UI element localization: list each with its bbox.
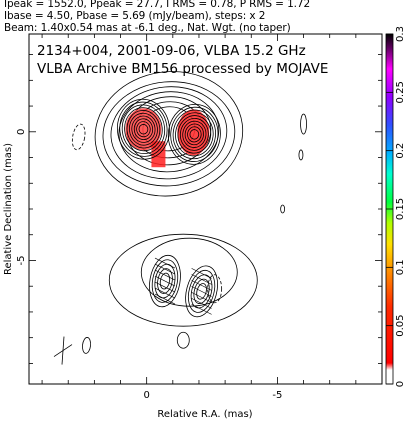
- peak-contour: [126, 110, 161, 149]
- x-tick-label: -5: [272, 390, 282, 401]
- colorbar-tick-label: 0.1: [395, 259, 406, 275]
- peak-contour: [189, 129, 200, 140]
- peak-contour: [119, 101, 168, 157]
- jet-contour: [159, 272, 171, 290]
- polarization-vector: [154, 293, 176, 305]
- jet-contour: [190, 274, 213, 309]
- peak-contour: [175, 112, 214, 157]
- polarization-vector: [191, 268, 212, 279]
- header-line-1: Ipeak = 1552.0, Ppeak = 27.7, I RMS = 0.…: [4, 0, 311, 10]
- axis-ticks: 0 -5 0 -5: [16, 34, 383, 401]
- plot-frame: [28, 33, 383, 385]
- header-line-2: Ibase = 4.50, Pbase = 5.69 (mJy/beam), s…: [4, 10, 266, 22]
- outer-contour-south: [108, 233, 258, 327]
- jet-contour: [149, 254, 181, 308]
- colorbar-tick-label: 0.05: [395, 315, 406, 337]
- colorbar-tick-label: 0.3: [395, 26, 406, 42]
- beam-cross: [61, 336, 65, 365]
- negative-contour: [207, 274, 223, 304]
- header-line-3: Beam: 1.40x0.54 mas at -6.1 deg., Nat. W…: [4, 22, 291, 34]
- polarization-vector: [154, 287, 176, 299]
- x-tick-label: 0: [143, 390, 149, 401]
- peak-contour: [136, 121, 151, 138]
- peak-contour: [170, 106, 219, 162]
- polarization-vector: [154, 263, 176, 275]
- peak-contour: [167, 104, 221, 165]
- contour-islet: [298, 149, 304, 161]
- polarization-vector: [191, 292, 212, 303]
- emission-blob-east: [125, 108, 162, 151]
- polarization-vector: [154, 269, 176, 281]
- peak-contour: [177, 115, 212, 154]
- contour-islet: [280, 204, 286, 214]
- jet-contour: [157, 268, 173, 294]
- polarization-vector: [191, 298, 212, 309]
- colorbar-tick-label: 0: [395, 381, 406, 387]
- y-tick-label: -5: [16, 255, 27, 265]
- negative-contour: [71, 123, 86, 151]
- colorbar-tick-label: 0.25: [395, 81, 406, 103]
- source-annotation: 2134+004, 2001-09-06, VLBA 15.2 GHz: [37, 43, 306, 59]
- colorbar-tick-label: 0.2: [395, 143, 406, 159]
- peak-contour: [182, 120, 207, 148]
- polarization-vector: [191, 304, 212, 315]
- polarization-vector: [191, 274, 212, 285]
- peak-contour: [131, 115, 156, 143]
- y-tick-label: 0: [16, 129, 27, 135]
- peak-contour: [129, 112, 158, 146]
- peak-contour: [172, 109, 216, 160]
- jet-contour: [196, 283, 207, 300]
- peak-contour: [184, 123, 204, 146]
- contour-islet: [176, 331, 190, 349]
- peak-contour: [179, 117, 209, 151]
- archive-annotation: VLBA Archive BM156 processed by MOJAVE: [37, 61, 328, 77]
- polarization-vector: [154, 281, 176, 293]
- x-axis-label: Relative R.A. (mas): [157, 409, 252, 420]
- outer-contour-north: [94, 71, 244, 197]
- polarization-vector: [154, 275, 176, 287]
- contour-layer: [53, 71, 307, 365]
- polarization-vector: [154, 257, 176, 269]
- peak-contour: [133, 118, 154, 141]
- contour-islet: [300, 113, 307, 135]
- core-contour: [118, 91, 220, 173]
- peak-contour: [121, 104, 166, 154]
- colorbar-ticks: 0 0.05 0.1 0.15 0.2 0.25 0.3: [386, 26, 406, 387]
- jet-contour: [193, 278, 210, 304]
- peak-contour: [187, 126, 202, 143]
- core-contour: [110, 86, 228, 180]
- emission-blob-west: [177, 109, 210, 156]
- y-axis-label: Relative Declination (mas): [3, 143, 14, 275]
- jet-contour: [151, 259, 179, 303]
- jet-contour: [187, 269, 216, 313]
- colorbar-tick-label: 0.15: [395, 198, 406, 220]
- core-contour: [102, 81, 236, 187]
- jet-contour: [185, 265, 218, 318]
- peak-contour: [124, 107, 163, 152]
- contour-south: [140, 237, 238, 307]
- polarization-vector: [191, 280, 212, 291]
- peak-contour: [138, 124, 149, 135]
- polarized-emission: [125, 108, 210, 168]
- beam-ellipse: [82, 337, 91, 354]
